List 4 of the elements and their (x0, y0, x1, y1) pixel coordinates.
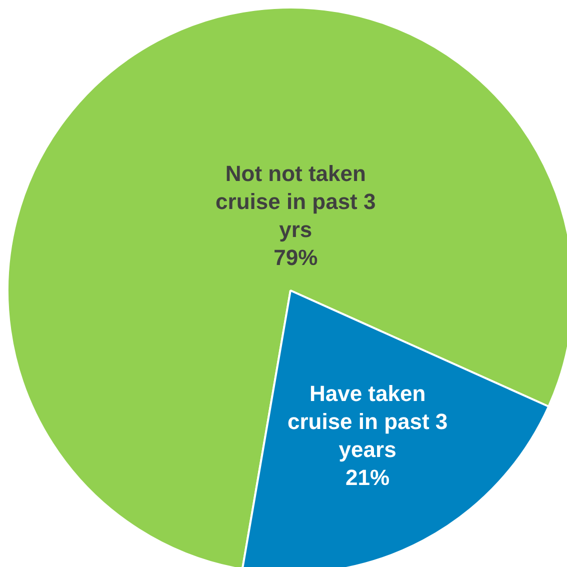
data-label: 21% (346, 464, 390, 490)
slice-label: Have taken cruise in past 3 years (287, 380, 448, 462)
data-label: 79% (274, 245, 318, 270)
slice-label: Not not taken cruise in past 3 yrs (216, 161, 376, 242)
